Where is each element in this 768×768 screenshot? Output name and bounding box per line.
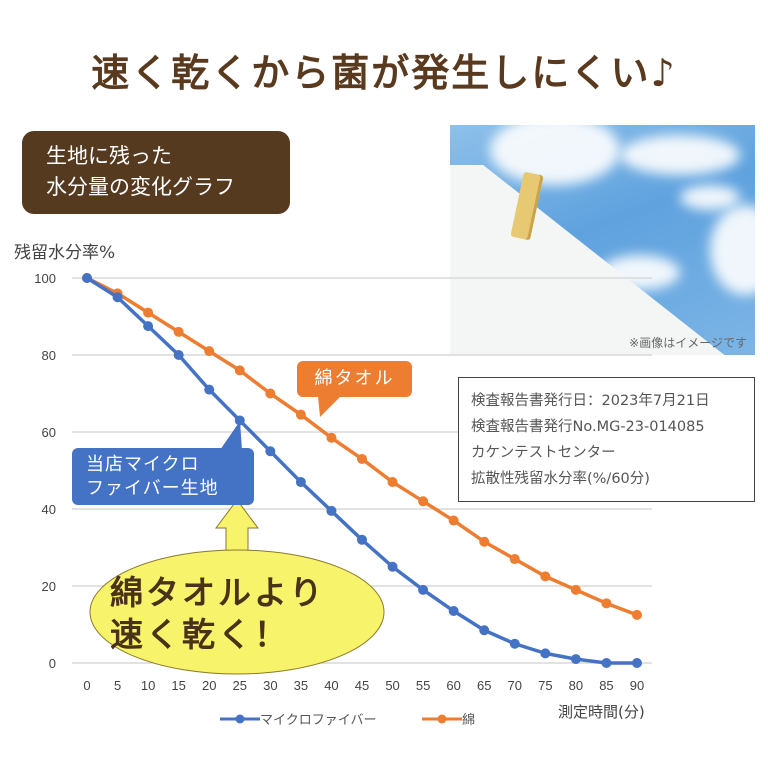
data-point (326, 505, 337, 516)
emphasis-text: 綿タオルより 速く乾く！ (110, 572, 370, 656)
data-point (173, 326, 184, 337)
emphasis-ellipse (89, 549, 385, 675)
up-arrow-icon (215, 499, 259, 554)
test-center: カケンテストセンター (471, 445, 616, 461)
data-point (387, 561, 398, 572)
legend-cotton: 綿 (422, 709, 475, 728)
data-point (326, 432, 337, 443)
y-axis-title: 残留水分率% (14, 243, 116, 263)
cotton-line-marker-icon (422, 714, 462, 723)
data-point (204, 346, 215, 357)
data-point (509, 554, 520, 565)
x-tick-label: 10 (141, 678, 155, 693)
x-tick-label: 30 (263, 678, 277, 693)
headline: 速く乾くから菌が発生しにくい♪ (91, 51, 677, 95)
legend-microfiber: マイクロファイバー (220, 709, 376, 728)
x-tick-label: 70 (508, 678, 522, 693)
legend-cotton-label: 綿 (462, 713, 476, 728)
x-tick-label: 35 (294, 678, 308, 693)
x-tick-label: 85 (599, 678, 613, 693)
data-point (295, 409, 306, 420)
report-date: 検査報告書発行日：2023年7月21日 (471, 393, 710, 409)
test-method: 拡散性残留水分率(%/60分) (471, 471, 650, 487)
x-tick-label: 80 (569, 678, 583, 693)
cotton-towel-callout: 綿タオル (297, 361, 412, 397)
x-axis-title: 測定時間(分) (558, 703, 645, 721)
x-tick-label: 20 (202, 678, 216, 693)
cotton-callout-tail (318, 396, 341, 417)
data-point (173, 350, 184, 360)
x-tick-label: 25 (233, 678, 247, 693)
data-point (632, 658, 642, 668)
microfiber-callout-tail (220, 421, 242, 450)
data-point (387, 477, 398, 488)
microfiber-line-marker-icon (220, 714, 260, 723)
data-point (418, 584, 429, 595)
data-point (540, 648, 551, 659)
data-point (234, 415, 245, 426)
y-tick-label: 100 (34, 271, 56, 286)
data-point (234, 365, 245, 376)
x-tick-label: 40 (324, 678, 338, 693)
data-point (540, 571, 551, 582)
data-point (143, 321, 154, 332)
data-point (204, 384, 215, 395)
y-tick-label: 20 (42, 579, 56, 594)
microfiber-callout: 当店マイクロ ファイバー生地 (72, 448, 254, 505)
data-point (479, 536, 490, 547)
data-point (357, 534, 367, 545)
y-tick-label: 80 (42, 348, 56, 363)
x-tick-label: 55 (416, 678, 430, 693)
report-number: 検査報告書発行No.MG-23-014085 (471, 419, 705, 435)
data-point (82, 273, 92, 283)
data-point (570, 584, 581, 595)
data-point (265, 446, 276, 457)
data-point (570, 654, 581, 665)
x-tick-label: 0 (83, 678, 90, 693)
x-tick-label: 45 (355, 678, 369, 693)
x-tick-label: 90 (630, 678, 644, 693)
chart-title-box: 生地に残った 水分量の変化グラフ (22, 131, 290, 214)
laundry-photo: ※画像はイメージです (450, 125, 755, 355)
x-tick-label: 50 (385, 678, 399, 693)
y-tick-label: 40 (42, 502, 56, 517)
chart-title-line1: 生地に残った (46, 144, 172, 168)
x-tick-label: 75 (538, 678, 552, 693)
emphasis-line2: 速く乾く！ (110, 615, 290, 654)
x-tick-label: 15 (171, 678, 185, 693)
data-point (112, 292, 123, 303)
y-tick-label: 60 (42, 425, 56, 440)
data-point (601, 598, 612, 609)
x-tick-label: 60 (446, 678, 460, 693)
x-tick-label: 65 (477, 678, 491, 693)
data-point (601, 658, 612, 668)
data-point (418, 496, 429, 507)
data-point (448, 606, 459, 617)
data-point (632, 609, 642, 620)
test-report-info: 検査報告書発行日：2023年7月21日 検査報告書発行No.MG-23-0140… (458, 377, 755, 502)
data-point (357, 453, 367, 464)
microfiber-callout-line2: ファイバー生地 (86, 478, 219, 499)
legend-microfiber-label: マイクロファイバー (260, 713, 377, 728)
data-point (479, 625, 490, 636)
data-point (448, 515, 459, 526)
chart-title-line2: 水分量の変化グラフ (46, 175, 235, 199)
data-point (295, 477, 306, 488)
data-point (509, 638, 520, 649)
y-tick-label: 0 (49, 656, 56, 671)
image-disclaimer: ※画像はイメージです (629, 336, 747, 350)
emphasis-line1: 綿タオルより (110, 573, 326, 612)
x-tick-label: 5 (114, 678, 121, 693)
data-point (265, 388, 276, 399)
data-point (143, 307, 154, 318)
microfiber-callout-line1: 当店マイクロ (86, 454, 200, 475)
